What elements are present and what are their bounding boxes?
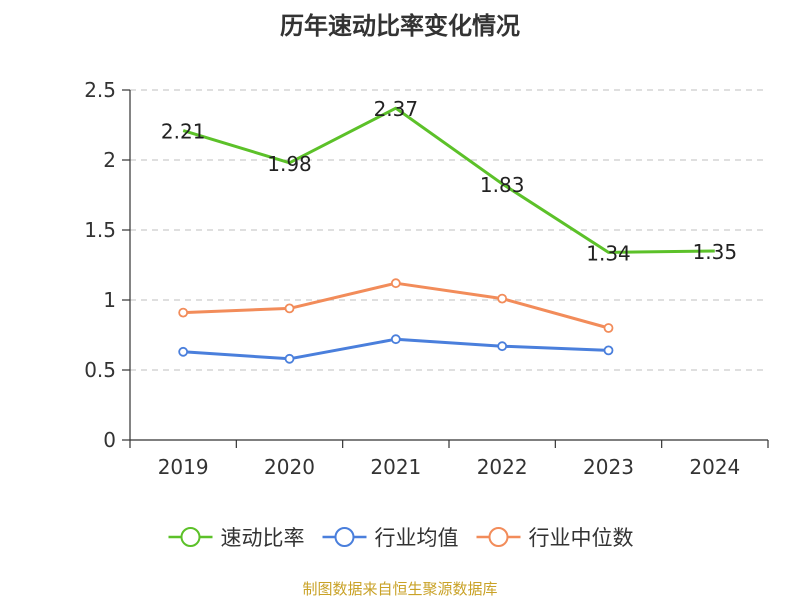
data-label: 1.34 bbox=[586, 241, 631, 265]
x-tick-label: 2021 bbox=[370, 455, 421, 479]
data-point bbox=[497, 341, 508, 352]
data-point bbox=[284, 303, 295, 314]
x-tick-label: 2023 bbox=[583, 455, 634, 479]
data-label: 2.21 bbox=[161, 120, 206, 144]
x-tick-label: 2020 bbox=[264, 455, 315, 479]
series-line bbox=[182, 106, 715, 254]
legend-label: 行业中位数 bbox=[529, 526, 634, 550]
legend-label: 行业均值 bbox=[375, 526, 459, 550]
data-point bbox=[390, 334, 401, 345]
data-point bbox=[390, 278, 401, 289]
y-tick-label: 2 bbox=[103, 148, 116, 172]
y-tick-label: 2.5 bbox=[84, 78, 116, 102]
legend-item: 速动比率 bbox=[168, 526, 305, 550]
data-label: 1.35 bbox=[693, 240, 738, 264]
legend-marker bbox=[334, 527, 355, 547]
x-tick-label: 2022 bbox=[477, 455, 528, 479]
x-tick-label: 2024 bbox=[689, 455, 740, 479]
legend-label: 速动比率 bbox=[221, 526, 305, 550]
x-tick-label: 2019 bbox=[158, 455, 209, 479]
data-point bbox=[603, 323, 614, 333]
data-label: 1.83 bbox=[480, 173, 525, 197]
source-note: 制图数据来自恒生聚源数据库 bbox=[302, 580, 498, 598]
y-tick-label: 0.5 bbox=[84, 358, 116, 382]
chart-title: 历年速动比率变化情况 bbox=[280, 12, 520, 40]
data-point bbox=[497, 293, 508, 304]
legend-item: 行业均值 bbox=[322, 526, 459, 550]
legend-marker bbox=[180, 527, 201, 547]
data-point bbox=[178, 346, 189, 357]
y-tick-label: 1 bbox=[103, 288, 116, 312]
data-point bbox=[284, 353, 295, 364]
data-label: 1.98 bbox=[267, 152, 312, 176]
y-tick-label: 1.5 bbox=[84, 218, 116, 242]
data-point bbox=[603, 345, 614, 356]
data-point bbox=[178, 307, 189, 318]
y-tick-label: 0 bbox=[103, 428, 116, 452]
data-label: 2.37 bbox=[374, 97, 419, 121]
series-line bbox=[183, 281, 609, 330]
legend-item: 行业中位数 bbox=[476, 526, 634, 550]
legend-marker bbox=[488, 527, 509, 547]
